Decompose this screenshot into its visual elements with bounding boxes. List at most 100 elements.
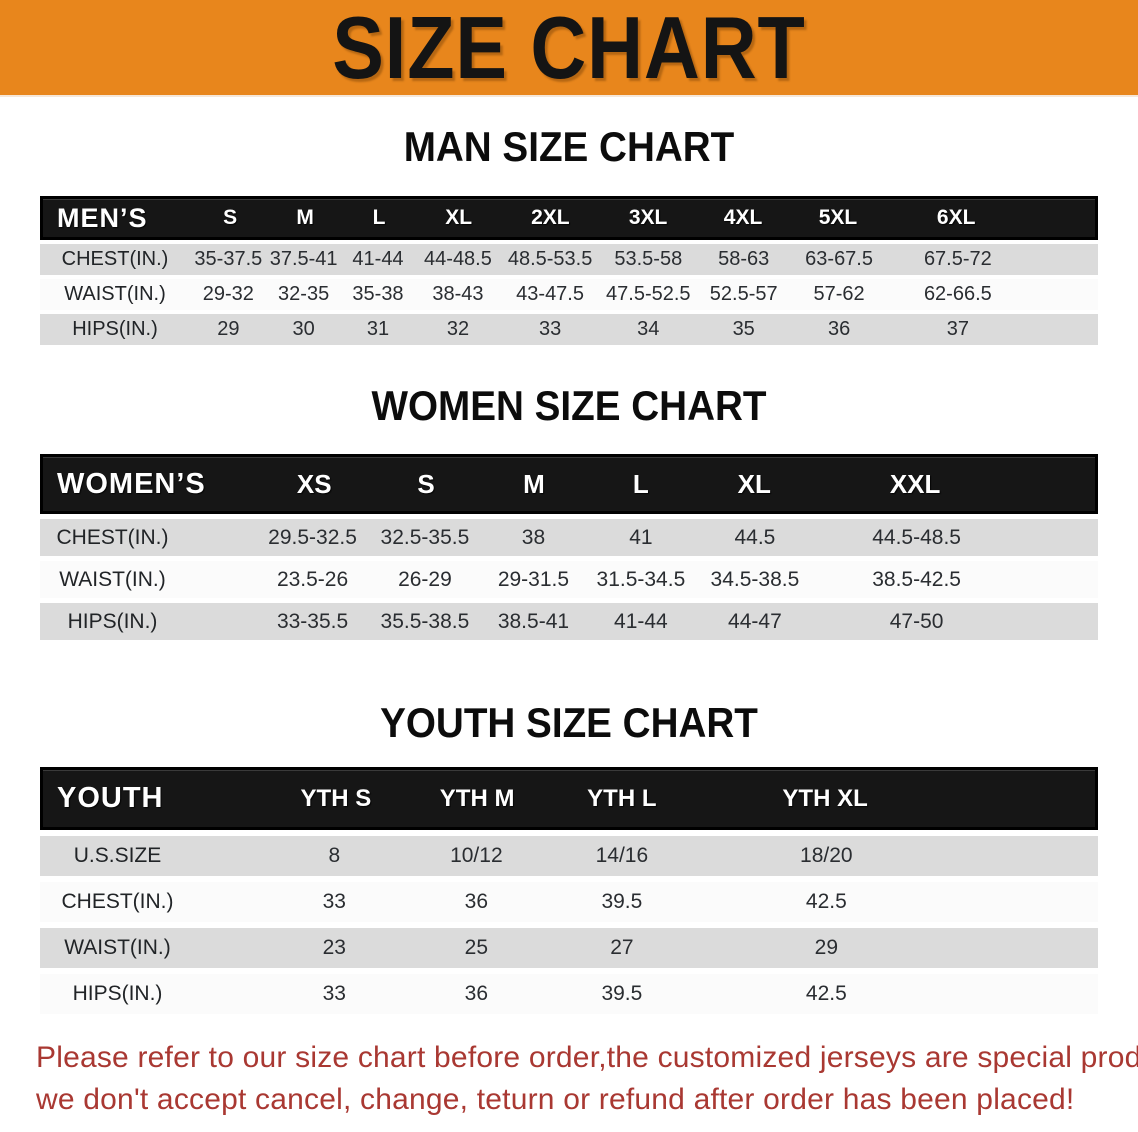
size-cell: 44-47 [728,609,782,633]
size-cell: 38-43 [432,283,484,305]
men-section: MAN SIZE CHART MEN’S S M L XL 2XL 3XL 4XL 5XL 6XL… [0,124,1138,345]
men-section-heading: MAN SIZE CHART [403,123,735,170]
size-cell: 63-67.5 [805,248,873,270]
women-section: WOMEN SIZE CHART WOMEN’S XS S M L XL XXL CHEST(… [0,383,1138,640]
size-cell: 35.5-38.5 [380,609,470,633]
youth-column-yth-s: YTH S [300,784,372,812]
men-column-4xl: 4XL [723,206,763,229]
women-column-xs: XS [296,468,332,499]
size-cell: 27 [610,936,634,959]
table-row: CHEST(IN.) 29.5-32.5 32.5-35.5 38 41 44.5 44.5… [40,519,1098,556]
size-cell: 62-66.5 [923,283,992,305]
disclaimer-line-1: Please refer to our size chart before or… [36,1041,1138,1074]
row-label: CHEST(IN.) [56,525,169,549]
size-cell: 39.5 [601,890,643,913]
banner: SIZE CHART [0,0,1138,97]
table-row: CHEST(IN.) 35-37.5 37.5-41 41-44 44-48.5 48.5… [40,244,1098,275]
men-column-l: L [372,206,386,229]
size-cell: 8 [328,844,341,867]
disclaimer: Please refer to our size chart before or… [0,1037,1138,1121]
table-row: HIPS(IN.) 33 36 39.5 42.5 [40,974,1098,1014]
size-cell: 47.5-52.5 [606,283,691,305]
size-cell: 43-47.5 [516,283,584,305]
size-cell: 41-44 [614,609,668,633]
youth-section: YOUTH SIZE CHART YOUTH YTH S YTH M YTH L YTH… [0,700,1138,1014]
size-cell: 29-32 [202,283,254,305]
size-cell: 32.5-35.5 [380,525,470,549]
size-cell: 18/20 [800,844,853,867]
size-cell: 52.5-57 [709,283,778,305]
size-cell: 34.5-38.5 [710,567,800,591]
women-column-xxl: XXL [889,468,941,499]
table-row: U.S.SIZE 8 10/12 14/16 18/20 [40,836,1098,876]
men-table-header: MEN’S S M L XL 2XL 3XL 4XL 5XL 6XL [40,196,1098,240]
row-label: CHEST(IN.) [61,248,169,270]
men-column-5xl: 5XL [818,206,858,229]
table-row: WAIST(IN.) 29-32 32-35 35-38 38-43 43-47.5 47.… [40,279,1098,310]
size-cell: 33-35.5 [276,609,349,633]
women-column-m: M [523,468,545,499]
size-cell: 36 [464,982,489,1005]
size-cell: 57-62 [813,283,865,305]
size-cell: 35 [732,318,755,340]
size-cell: 41-44 [352,248,404,270]
size-cell: 32-35 [278,283,330,305]
size-cell: 58-63 [718,248,770,270]
table-row: WAIST(IN.) 23.5-26 26-29 29-31.5 31.5-34.5 34… [40,561,1098,598]
men-size-table: MEN’S S M L XL 2XL 3XL 4XL 5XL 6XL CHEST(IN.) 35-37… [40,196,1098,345]
size-cell: 26-29 [398,567,452,591]
size-cell: 23 [322,936,346,959]
men-column-xl: XL [445,206,473,229]
men-column-s: S [223,206,238,229]
size-cell: 14/16 [595,844,649,867]
men-column-6xl: 6XL [936,206,976,229]
size-cell: 41 [629,525,653,549]
size-cell: 29 [814,936,838,959]
row-label: U.S.SIZE [73,844,162,867]
size-cell: 25 [464,936,489,959]
size-cell: 29.5-32.5 [268,525,357,549]
youth-section-heading: YOUTH SIZE CHART [380,699,758,746]
size-cell: 31 [366,318,390,340]
size-cell: 38 [521,525,546,549]
size-cell: 34 [637,318,660,340]
row-label: HIPS(IN.) [72,318,158,340]
table-row: HIPS(IN.) 29 30 31 32 33 34 35 36 37 [40,314,1098,345]
women-column-xl: XL [737,468,771,499]
table-row: WAIST(IN.) 23 25 27 29 [40,928,1098,968]
size-cell: 38.5-42.5 [872,567,961,591]
row-label: WAIST(IN.) [64,936,171,959]
size-cell: 42.5 [805,890,847,913]
women-size-table: WOMEN’S XS S M L XL XXL CHEST(IN.) 29.5-32.5 32.5… [40,454,1098,640]
row-label: HIPS(IN.) [72,982,163,1005]
women-column-l: L [632,468,649,499]
size-cell: 36 [464,890,489,913]
size-cell: 35-37.5 [194,248,263,270]
page-title: SIZE CHART [332,0,806,97]
size-cell: 32 [446,318,470,340]
disclaimer-line-2: we don't accept cancel, change, teturn o… [36,1083,1075,1116]
size-cell: 10/12 [450,844,503,867]
table-row: HIPS(IN.) 33-35.5 35.5-38.5 38.5-41 41-44 44-… [40,603,1098,640]
youth-column-yth-xl: YTH XL [782,784,868,812]
size-cell: 23.5-26 [276,567,349,591]
size-cell: 39.5 [601,982,643,1005]
women-column-s: S [417,468,435,499]
size-cell: 29-31.5 [497,567,570,591]
youth-column-yth-m: YTH M [439,784,515,812]
size-cell: 42.5 [805,982,847,1005]
size-cell: 29 [217,318,240,340]
size-cell: 37 [946,318,969,340]
size-cell: 33 [322,982,346,1005]
row-label: WAIST(IN.) [64,283,166,305]
size-cell: 44.5 [734,525,776,549]
size-cell: 36 [827,318,851,340]
men-column-3xl: 3XL [628,206,668,229]
size-cell: 47-50 [889,609,944,633]
men-corner-label: MEN’S [57,202,148,233]
women-table-header: WOMEN’S XS S M L XL XXL [40,454,1098,514]
women-section-heading: WOMEN SIZE CHART [371,382,767,429]
size-cell: 31.5-34.5 [596,567,686,591]
size-cell: 30 [292,318,315,340]
youth-size-table: YOUTH YTH S YTH M YTH L YTH XL U.S.SIZE 8 10/12… [40,767,1098,1014]
